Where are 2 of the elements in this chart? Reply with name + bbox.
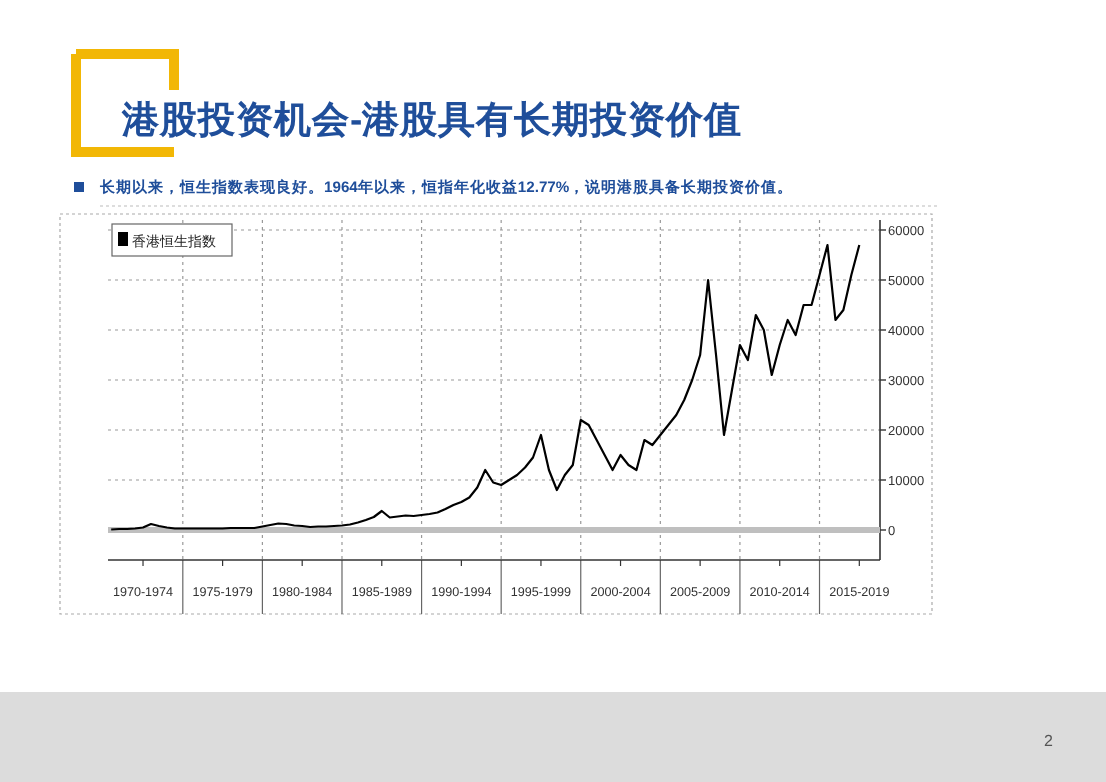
text: 2: [1044, 732, 1054, 750]
chart-title: 港股投资机会-港股具有长期投资价值: [120, 98, 743, 140]
